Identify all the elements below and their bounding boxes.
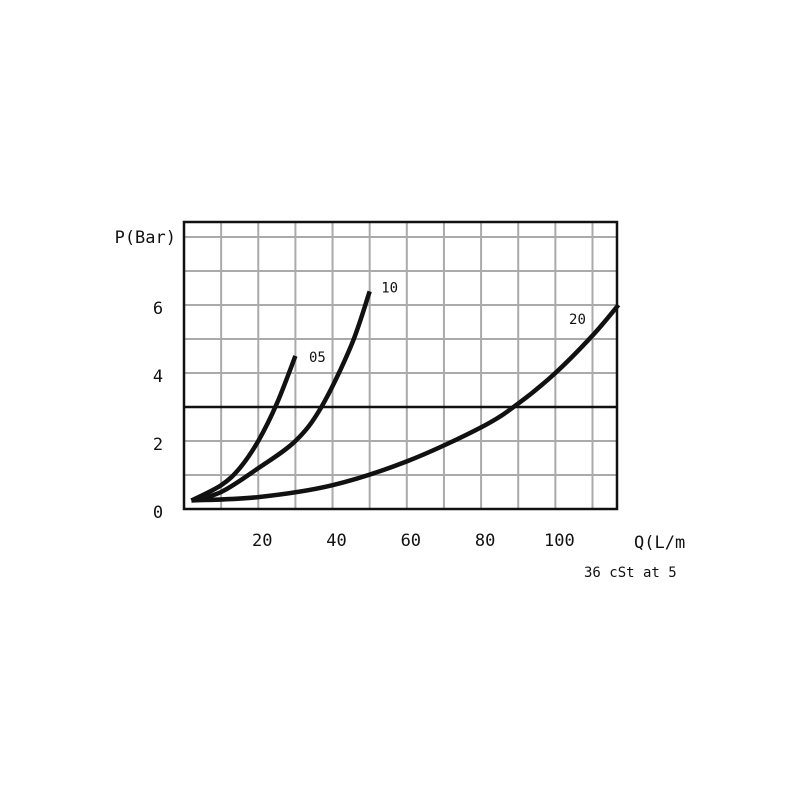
curve: [191, 303, 621, 503]
series-label: 10: [381, 280, 398, 296]
x-tick-label: 60: [401, 531, 421, 551]
y-axis-label: P(Bar): [115, 228, 176, 248]
x-tick-label: 100: [544, 531, 575, 551]
curve: [190, 290, 372, 503]
x-tick-label: 40: [326, 531, 346, 551]
y-tick-label: 4: [153, 367, 163, 387]
x-axis-label: Q(L/m: [634, 533, 685, 553]
series-label: 05: [309, 350, 326, 366]
y-tick-label: 2: [153, 435, 163, 455]
x-tick-label: 20: [252, 531, 272, 551]
curve: [190, 355, 298, 503]
plot-frame: [182, 220, 619, 511]
y-tick-label: 6: [153, 299, 163, 319]
note: 36 cSt at 5: [584, 565, 677, 581]
x-tick-label: 80: [475, 531, 495, 551]
y-tick-label: 0: [153, 503, 163, 523]
series-label: 20: [569, 312, 586, 328]
